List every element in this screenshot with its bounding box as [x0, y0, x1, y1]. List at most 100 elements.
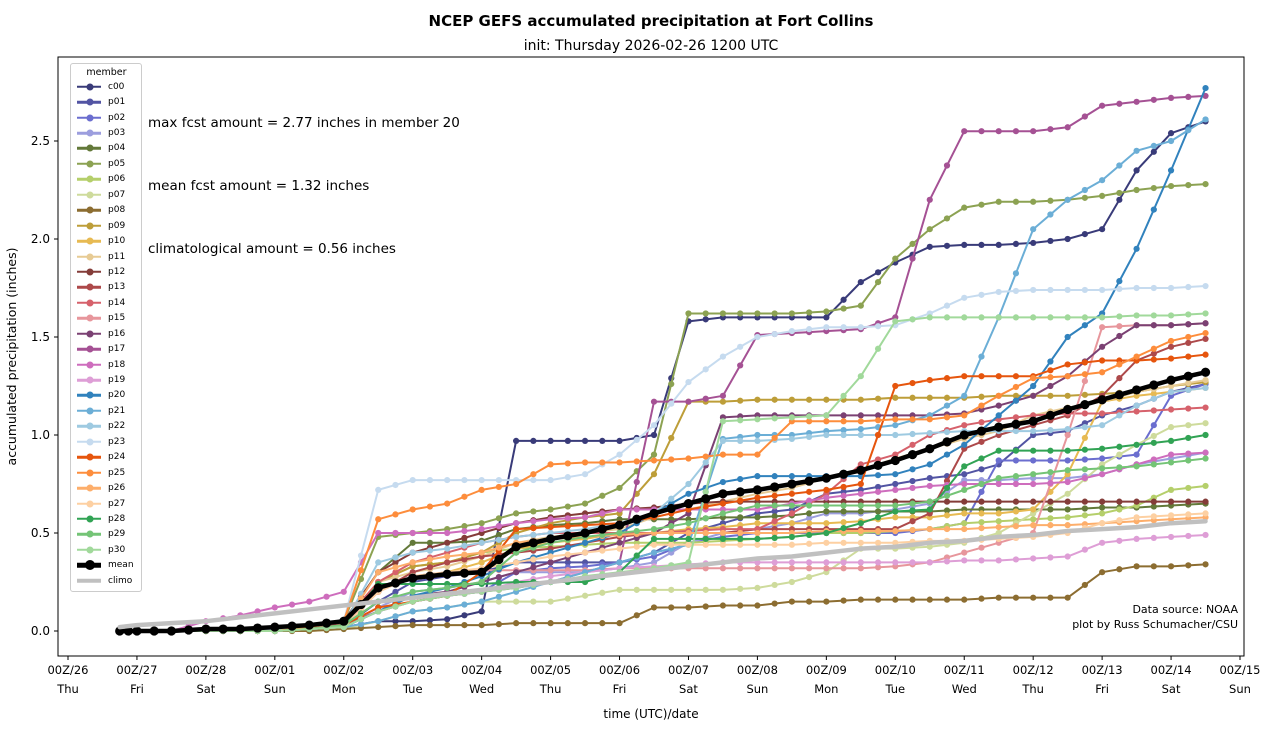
x-tick-label: 00Z/26 Thu	[47, 663, 88, 696]
legend-label-p30: p30	[108, 544, 126, 555]
legend-label-p16: p16	[108, 328, 126, 339]
legend-item-p07: p07	[77, 187, 136, 202]
legend-item-p12: p12	[77, 264, 136, 279]
legend-swatch-p25	[77, 467, 103, 478]
legend-swatch-climo	[77, 575, 103, 586]
legend-label-p24: p24	[108, 452, 126, 463]
y-tick-label: 1.0	[31, 428, 50, 442]
series-line-p25	[118, 332, 1207, 632]
legend-label-p05: p05	[108, 158, 126, 169]
legend-swatch-p10	[77, 236, 103, 247]
y-axis-label: accumulated precipitation (inches)	[4, 248, 19, 466]
legend-item-p13: p13	[77, 280, 136, 295]
legend-swatch-p15	[77, 313, 103, 324]
legend-item-p26: p26	[77, 480, 136, 495]
legend-swatch-p07	[77, 189, 103, 200]
legend-label-p26: p26	[108, 483, 126, 494]
x-tick-label: 00Z/01 Sun	[254, 663, 295, 696]
legend-swatch-p19	[77, 375, 103, 386]
legend-label-p11: p11	[108, 251, 126, 262]
legend-item-p08: p08	[77, 203, 136, 218]
legend-item-p10: p10	[77, 233, 136, 248]
legend-label-p21: p21	[108, 405, 126, 416]
y-tick-label: 2.0	[31, 232, 50, 246]
x-tick-label: 00Z/11 Wed	[944, 663, 985, 696]
y-axis: 0.0 0.5 1.0 1.5 2.0 2.5 accumulated precipitat…	[4, 134, 58, 638]
series-line-p13	[118, 337, 1207, 632]
legend-item-p03: p03	[77, 125, 136, 140]
legend-item-p23: p23	[77, 434, 136, 449]
mean-fcst-annotation: mean fcst amount = 1.32 inches	[148, 178, 370, 194]
legend-swatch-p28	[77, 513, 103, 524]
legend-label-p19: p19	[108, 375, 126, 386]
legend-label-p18: p18	[108, 359, 126, 370]
legend-swatch-mean	[77, 560, 103, 571]
y-tick-label: 0.0	[31, 624, 50, 638]
legend-label-mean: mean	[108, 560, 134, 571]
x-tick-label: 00Z/12 Thu	[1013, 663, 1054, 696]
legend-swatch-p06	[77, 174, 103, 185]
legend-label-p09: p09	[108, 220, 126, 231]
legend-swatch-p22	[77, 421, 103, 432]
legend-label-p27: p27	[108, 498, 126, 509]
author-credit: plot by Russ Schumacher/CSU	[1072, 618, 1238, 631]
legend-item-p30: p30	[77, 542, 136, 557]
legend-item-p27: p27	[77, 496, 136, 511]
legend-item-p04: p04	[77, 141, 136, 156]
series-line-p23	[118, 285, 1207, 632]
x-tick-label: 00Z/03 Tue	[392, 663, 433, 696]
legend-swatch-p08	[77, 205, 103, 216]
legend-label-p06: p06	[108, 174, 126, 185]
legend-label-p01: p01	[108, 97, 126, 108]
x-tick-label: 00Z/28 Sat	[185, 663, 226, 696]
legend-item-p16: p16	[77, 326, 136, 341]
x-tick-label: 00Z/13 Fri	[1082, 663, 1123, 696]
legend-swatch-c00	[77, 81, 103, 92]
legend-item-p09: p09	[77, 218, 136, 233]
series-markers-mean	[115, 367, 1211, 636]
legend-swatch-p14	[77, 297, 103, 308]
legend-swatch-p12	[77, 266, 103, 277]
climo-annotation: climatological amount = 0.56 inches	[148, 241, 396, 257]
x-tick-label: 00Z/10 Tue	[875, 663, 916, 696]
legend-item-p15: p15	[77, 311, 136, 326]
legend-swatch-p02	[77, 112, 103, 123]
legend-swatch-p03	[77, 128, 103, 139]
legend-label-p10: p10	[108, 236, 126, 247]
legend-label-c00: c00	[108, 81, 125, 92]
legend-item-p21: p21	[77, 403, 136, 418]
legend-label-p15: p15	[108, 313, 126, 324]
legend-item-p19: p19	[77, 372, 136, 387]
legend-item-p05: p05	[77, 156, 136, 171]
series-line-p19	[118, 533, 1207, 632]
y-tick-label: 0.5	[31, 526, 50, 540]
legend-swatch-p27	[77, 498, 103, 509]
legend-label-climo: climo	[108, 575, 133, 586]
legend-swatch-p23	[77, 436, 103, 447]
legend-item-p28: p28	[77, 511, 136, 526]
x-tick-label: 00Z/15 Sun	[1219, 663, 1260, 696]
series-lines	[115, 84, 1211, 636]
x-tick-label: 00Z/14 Sat	[1151, 663, 1192, 696]
x-tick-label: 00Z/27 Fri	[116, 663, 157, 696]
max-fcst-annotation: max fcst amount = 2.77 inches in member …	[148, 115, 460, 131]
x-axis: 00Z/26 Thu 00Z/27 Fri 00Z/28 Sat 00Z/01 Sun 00Z/…	[47, 656, 1261, 721]
legend-item-p29: p29	[77, 527, 136, 542]
legend-title: member	[86, 67, 127, 78]
y-tick-label: 1.5	[31, 330, 50, 344]
legend-label-p14: p14	[108, 297, 126, 308]
x-tick-label: 00Z/05 Thu	[530, 663, 571, 696]
legend-label-p28: p28	[108, 513, 126, 524]
series-line-climo	[117, 518, 1208, 630]
legend-item-p22: p22	[77, 419, 136, 434]
x-tick-label: 00Z/08 Sun	[737, 663, 778, 696]
legend-label-p17: p17	[108, 344, 126, 355]
x-axis-label: time (UTC)/date	[603, 707, 698, 721]
legend-swatch-p20	[77, 390, 103, 401]
legend-label-p23: p23	[108, 436, 126, 447]
legend-swatch-p13	[77, 282, 103, 293]
legend-label-p22: p22	[108, 421, 126, 432]
legend-swatch-p16	[77, 328, 103, 339]
legend-label-p13: p13	[108, 282, 126, 293]
